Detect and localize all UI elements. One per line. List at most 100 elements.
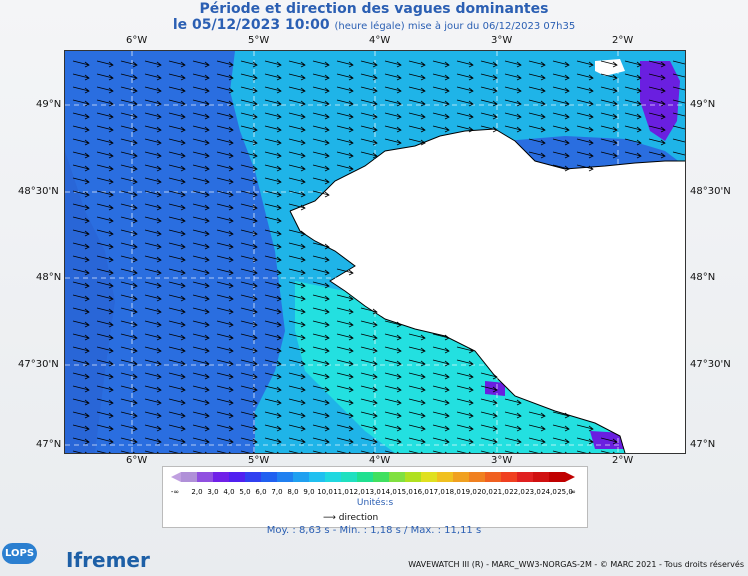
direction-arrow [384, 424, 402, 432]
direction-arrow [240, 242, 258, 250]
colorbar-swatch [421, 472, 437, 482]
direction-arrow [456, 99, 474, 107]
arrow-icon: ⟶ [323, 513, 336, 523]
colorbar-swatch [389, 472, 405, 482]
direction-arrow [120, 203, 138, 211]
colorbar-swatch [293, 472, 309, 482]
direction-arrow [216, 372, 234, 380]
lon-label-bottom: 5°W [248, 455, 270, 466]
direction-arrow [672, 125, 685, 132]
direction-arrow [288, 164, 306, 172]
colorbar-swatch [181, 472, 197, 482]
direction-arrow [72, 424, 90, 432]
direction-arrow [96, 112, 114, 120]
direction-arrow [216, 255, 234, 263]
direction-arrow [192, 320, 210, 328]
direction-arrow [144, 333, 162, 341]
direction-arrow [144, 268, 162, 276]
direction-arrow [432, 86, 450, 94]
direction-arrow [408, 359, 426, 367]
direction-arrow [504, 60, 522, 68]
direction-arrow [288, 411, 306, 419]
direction-arrow [216, 307, 234, 315]
direction-arrow [120, 255, 138, 263]
direction-arrow [480, 437, 498, 445]
direction-arrow [432, 99, 450, 107]
direction-arrow [456, 125, 474, 133]
direction-arrow [336, 307, 354, 315]
direction-arrow [96, 151, 114, 159]
direction-arrow [72, 164, 90, 172]
direction-arrow [240, 398, 258, 406]
direction-arrow [120, 385, 138, 393]
direction-arrow [192, 333, 210, 341]
direction-arrow [360, 385, 378, 393]
colorbar-tick-label: 18,0 [445, 488, 461, 496]
direction-arrow [72, 255, 90, 263]
direction-arrow [216, 73, 234, 81]
direction-arrow [288, 125, 306, 133]
direction-arrow [456, 60, 474, 68]
colorbar-swatch [453, 472, 469, 482]
direction-arrow [528, 60, 546, 68]
direction-arrow [528, 424, 546, 432]
direction-arrow [384, 333, 402, 341]
direction-arrow [216, 268, 234, 276]
lat-label-left: 47°30'N [18, 359, 59, 370]
direction-arrow [456, 385, 474, 393]
direction-arrow [528, 112, 546, 120]
direction-arrow [168, 255, 186, 263]
direction-arrow [336, 385, 354, 393]
direction-arrow [384, 437, 402, 445]
direction-arrow [264, 86, 282, 94]
direction-arrow [600, 437, 618, 445]
direction-arrow [360, 359, 378, 367]
lat-label-right: 49°N [690, 99, 716, 110]
colorbar-tick-label: 14,0 [381, 488, 397, 496]
direction-arrow [528, 437, 546, 445]
direction-arrow [96, 242, 114, 250]
direction-arrow [504, 86, 522, 94]
colorbar-tick-label: 10,0 [317, 488, 333, 496]
direction-arrow [120, 177, 138, 185]
direction-arrow [240, 112, 258, 120]
direction-arrow [216, 281, 234, 289]
direction-arrow [312, 424, 330, 432]
direction-arrow [552, 450, 567, 453]
direction-arrow [288, 242, 306, 250]
direction-arrow [360, 398, 378, 406]
direction-arrow [456, 86, 474, 94]
direction-arrow [120, 437, 138, 445]
direction-arrow [216, 177, 234, 185]
direction-arrow [384, 86, 402, 94]
direction-arrow [288, 73, 306, 81]
direction-arrow [336, 320, 354, 328]
direction-arrow [264, 398, 282, 406]
direction-arrow [192, 151, 210, 159]
direction-arrow [120, 73, 138, 81]
direction-arrow [312, 437, 330, 445]
direction-arrow [144, 372, 162, 380]
direction-arrow [96, 164, 114, 172]
direction-arrow [384, 138, 402, 146]
direction-arrow [480, 112, 498, 120]
direction-arrow [432, 346, 450, 354]
direction-arrow [384, 372, 402, 380]
direction-arrow [264, 177, 282, 185]
direction-arrow [72, 138, 90, 146]
direction-arrow [312, 294, 330, 302]
direction-arrow [384, 320, 402, 328]
direction-arrow [192, 216, 210, 224]
direction-arrow [264, 229, 282, 237]
colorbar-tick-label: 21,0 [493, 488, 509, 496]
direction-arrow [384, 385, 402, 393]
direction-arrow [288, 385, 306, 393]
direction-arrow [168, 164, 186, 172]
direction-arrow [96, 60, 114, 68]
direction-arrow [552, 73, 570, 81]
direction-arrow [240, 268, 258, 276]
direction-arrow [264, 450, 279, 453]
colorbar-swatch [549, 472, 565, 482]
direction-arrow [360, 346, 378, 354]
direction-arrow [312, 164, 330, 172]
